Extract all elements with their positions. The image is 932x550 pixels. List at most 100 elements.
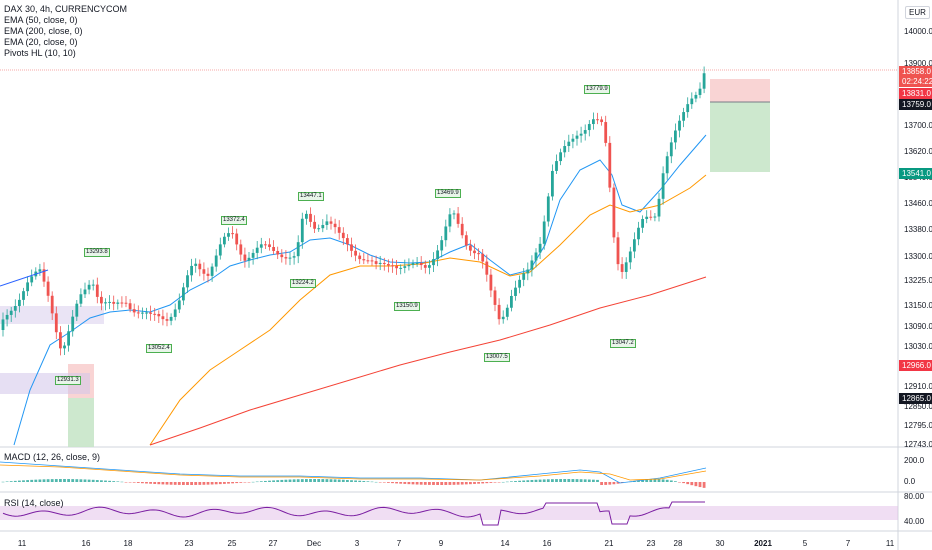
indicator-pivots[interactable]: Pivots HL (10, 10) <box>4 48 76 58</box>
macd-histogram-bar <box>63 479 66 482</box>
macd-histogram-bar <box>571 479 575 482</box>
candle <box>633 239 636 252</box>
candle <box>514 287 517 296</box>
candle <box>391 265 394 267</box>
candle <box>497 304 501 320</box>
macd-histogram-bar <box>116 481 120 482</box>
macd-histogram-bar <box>678 482 681 483</box>
macd-histogram-bar <box>661 479 665 482</box>
pivot-label: 13469.9 <box>435 189 461 198</box>
macd-histogram-bar <box>67 479 70 482</box>
candle <box>169 316 173 321</box>
pivot-label: 13150.9 <box>394 302 420 311</box>
candle <box>346 238 349 245</box>
macd-histogram-bar <box>161 482 165 485</box>
y-axis-label: 13300.0 <box>904 252 932 261</box>
macd-histogram-bar <box>5 481 9 482</box>
candle <box>87 284 91 290</box>
currency-badge[interactable]: EUR <box>905 6 930 19</box>
macd-line[interactable] <box>0 461 707 484</box>
macd-histogram-bar <box>694 482 698 487</box>
candle <box>612 187 616 238</box>
candle <box>300 218 304 243</box>
macd-histogram-bar <box>604 482 608 485</box>
macd-histogram-bar <box>592 479 595 482</box>
candle <box>108 301 111 303</box>
y-axis-label: 13700.0 <box>904 121 932 130</box>
macd-histogram-bar <box>239 482 243 483</box>
x-axis-label: 11 <box>885 539 895 548</box>
macd-histogram-bar <box>649 479 653 482</box>
y-axis-label: 12910.0 <box>904 382 932 391</box>
macd-histogram-bar <box>259 481 263 482</box>
macd-axis-label-200: 200.0 <box>904 456 925 465</box>
candle <box>136 312 140 314</box>
candle <box>567 141 571 147</box>
candle <box>124 302 128 304</box>
pivot-label: 13224.2 <box>290 279 316 288</box>
long-position-target-zone[interactable] <box>68 398 94 447</box>
macd-label[interactable]: MACD (12, 26, close, 9) <box>4 452 101 462</box>
candle <box>698 88 702 95</box>
candle <box>251 252 255 258</box>
y-axis-label: 13090.0 <box>904 322 932 331</box>
candle <box>354 250 357 256</box>
macd-histogram-bar <box>448 482 452 485</box>
indicator-ema200[interactable]: EMA (200, close, 0) <box>4 26 83 36</box>
macd-signal-line[interactable] <box>0 464 707 481</box>
macd-histogram-bar <box>300 479 304 482</box>
macd-histogram-bar <box>132 482 136 483</box>
candle <box>190 265 193 276</box>
candle <box>485 261 489 275</box>
macd-histogram-bar <box>374 481 378 483</box>
rsi-line[interactable] <box>2 501 705 526</box>
macd-histogram-bar <box>456 482 460 485</box>
macd-histogram-bar <box>350 480 353 482</box>
macd-histogram-bar <box>464 482 468 485</box>
indicator-ema20[interactable]: EMA (20, close, 0) <box>4 37 78 47</box>
macd-histogram-bar <box>542 479 546 482</box>
ema50-line[interactable] <box>149 174 707 446</box>
candle <box>489 274 493 291</box>
macd-histogram-bar <box>247 482 251 483</box>
candle <box>616 237 620 265</box>
pivot-label: 13007.5 <box>484 353 510 362</box>
candle <box>9 310 13 315</box>
ema20-line[interactable] <box>13 134 707 446</box>
macd-histogram-bar <box>206 482 210 485</box>
macd-histogram-bar <box>210 482 214 485</box>
price-tag: 13858.0 <box>899 66 932 77</box>
x-axis-label: Dec <box>306 539 322 548</box>
macd-histogram-bar <box>87 479 91 482</box>
trendline[interactable] <box>0 269 49 287</box>
pivot-label: 13047.2 <box>610 339 636 348</box>
candle <box>534 252 538 261</box>
chart-title[interactable]: DAX 30, 4h, CURRENCYCOM <box>4 4 128 14</box>
macd-histogram-bar <box>231 482 234 484</box>
short-position-target-zone[interactable] <box>710 102 770 172</box>
ema200-line[interactable] <box>149 276 707 446</box>
macd-histogram-bar <box>149 482 152 484</box>
candle <box>563 146 567 153</box>
candle <box>538 243 542 253</box>
candle <box>198 263 202 270</box>
candle <box>530 260 534 270</box>
candle <box>325 221 329 225</box>
candle <box>288 257 292 259</box>
candle <box>665 156 669 174</box>
candle <box>337 227 341 233</box>
indicator-ema50[interactable]: EMA (50, close, 0) <box>4 15 78 25</box>
candle <box>50 295 54 314</box>
rsi-label[interactable]: RSI (14, close) <box>4 498 64 508</box>
short-position-stop-zone[interactable] <box>710 79 770 102</box>
macd-histogram-bar <box>108 480 111 482</box>
price-tag: 13541.0 <box>899 168 932 179</box>
macd-histogram-bar <box>141 482 144 484</box>
macd-histogram-bar <box>79 479 83 482</box>
rsi-axis-label-80: 80.00 <box>904 492 925 501</box>
macd-axis-label-0: 0.0 <box>904 477 916 486</box>
macd-histogram-bar <box>641 479 644 482</box>
macd-histogram-bar <box>124 482 128 483</box>
macd-histogram-bar <box>391 482 394 484</box>
